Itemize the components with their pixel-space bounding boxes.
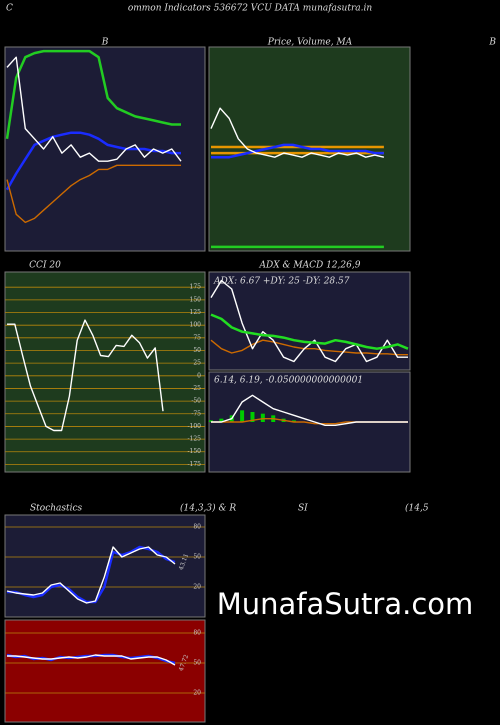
- panel: [208, 271, 411, 371]
- charts: B Price, Volume, MA CCI 20 175 150 125 100 75 50…: [4, 38, 429, 723]
- histogram-bar: [219, 418, 224, 422]
- panel: [4, 514, 206, 618]
- panel-title: CCI 20: [29, 261, 61, 271]
- y-tick-label: 75: [193, 334, 201, 341]
- panel-title: ADX & MACD 12,26,9: [259, 261, 361, 271]
- y-tick-label: 0: [197, 372, 201, 379]
- y-tick-label: -75: [191, 410, 201, 417]
- y-tick-label: -150: [188, 448, 202, 455]
- y-tick-label: 25: [193, 360, 201, 367]
- y-tick-label: -175: [188, 461, 202, 468]
- watermark: MunafaSutra.com: [217, 587, 474, 621]
- panel-title: Stochastics: [30, 504, 83, 514]
- y-tick-label: 50: [193, 660, 201, 667]
- y-tick-label: -100: [188, 423, 202, 430]
- y-tick-label: 150: [190, 296, 202, 303]
- y-tick-label: 20: [193, 584, 201, 591]
- annotation: 6.14, 6.19, -0.050000000000001: [214, 376, 363, 386]
- panel: [4, 619, 206, 723]
- y-tick-label: 80: [193, 524, 201, 531]
- histogram-bar: [209, 420, 213, 422]
- y-tick-label: 125: [190, 309, 202, 316]
- y-tick-label: -50: [191, 398, 201, 405]
- series-line: [5, 49, 181, 139]
- annotation: ADX: 6.67 +DY: 25 -DY: 28.57: [213, 277, 350, 287]
- header-title: ommon Indicators 536672 VCU DATA munafas…: [128, 4, 373, 14]
- y-tick-label: 175: [190, 284, 202, 291]
- y-tick-label: -125: [188, 436, 202, 443]
- series-line: [6, 546, 176, 604]
- panel-subtitle: (14,5: [405, 503, 429, 514]
- y-tick-label: -25: [191, 385, 201, 392]
- header-left: C: [6, 4, 13, 14]
- series-line: [210, 313, 409, 350]
- y-tick-label: 50: [193, 347, 201, 354]
- y-tick-label: 50: [193, 554, 201, 561]
- histogram-bar: [260, 413, 265, 422]
- panel-title: Price, Volume, MA: [267, 38, 353, 48]
- panel-title: SI: [298, 504, 308, 514]
- panel-title: B: [101, 38, 109, 48]
- panel: [4, 46, 206, 252]
- series-line: [210, 279, 408, 363]
- panel-subtitle: (14,3,3) & R: [180, 503, 236, 514]
- y-tick-label: 80: [193, 630, 201, 637]
- y-tick-label: 20: [193, 690, 201, 697]
- histogram-bar: [291, 420, 296, 422]
- header-right: B: [488, 38, 496, 48]
- series-line: [7, 319, 164, 432]
- histogram-bar: [240, 410, 245, 422]
- panel: [4, 271, 206, 473]
- series-line: [7, 654, 176, 666]
- series-line: [211, 394, 408, 426]
- series-line: [6, 56, 182, 162]
- series-line: [211, 143, 384, 159]
- histogram-bar: [250, 412, 255, 422]
- series-line: [210, 339, 408, 356]
- y-tick-label: 100: [190, 322, 202, 329]
- series-line: [6, 164, 181, 224]
- series-line: [210, 107, 385, 158]
